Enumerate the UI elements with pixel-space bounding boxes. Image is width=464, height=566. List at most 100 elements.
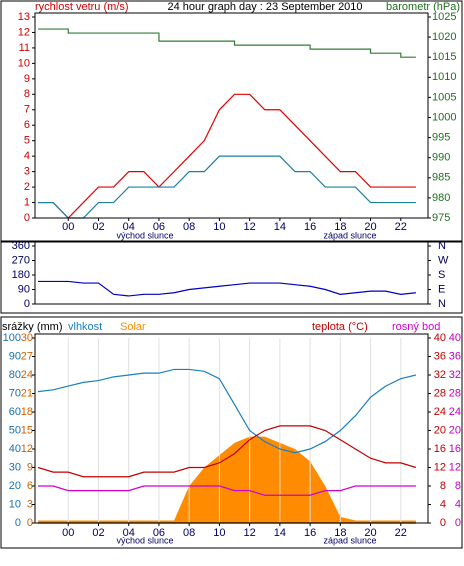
y2-tick-label: 20 xyxy=(434,424,446,436)
legend-entry: srážky (mm) xyxy=(2,321,63,333)
x-tick-label: 22 xyxy=(395,527,407,539)
y2-tick-label: N xyxy=(438,298,446,310)
y2-tick-label: 1025 xyxy=(432,11,456,23)
series-line xyxy=(38,93,416,219)
y-tick-label: 9 xyxy=(24,73,30,85)
panel-frame xyxy=(0,0,463,243)
y2-tick-label: 995 xyxy=(432,132,450,144)
y3-tick-label: 27 xyxy=(21,350,33,362)
x-tick-label: 04 xyxy=(123,221,135,233)
y2-tick-label: N xyxy=(438,240,446,252)
plot-frame xyxy=(34,333,429,524)
y4-tick-label: 28 xyxy=(449,387,461,399)
y-tick-label: 8 xyxy=(24,88,30,100)
y4-tick-label: 32 xyxy=(449,369,461,381)
panel-frame xyxy=(0,240,463,314)
y-tick-label: 360 xyxy=(12,240,30,252)
y2-tick-label: 4 xyxy=(440,498,446,510)
y2-tick-label: S xyxy=(438,269,445,281)
y2-tick-label: 36 xyxy=(434,350,446,362)
x-tick-label: 12 xyxy=(244,527,256,539)
y-tick-label: 5 xyxy=(24,135,30,147)
x-tick-label: 20 xyxy=(364,527,376,539)
x-tick-label: 22 xyxy=(395,221,407,233)
y3-tick-label: 12 xyxy=(21,443,33,455)
series-area xyxy=(38,436,416,523)
y3-tick-label: 24 xyxy=(21,369,33,381)
y2-tick-label: 1020 xyxy=(432,31,456,43)
x-tick-label: 06 xyxy=(153,527,165,539)
y3-tick-label: 3 xyxy=(27,498,33,510)
y-tick-label: 0 xyxy=(15,517,21,529)
y4-tick-label: 8 xyxy=(455,480,461,492)
x-tick-label: 08 xyxy=(183,527,195,539)
x-tick-label: 02 xyxy=(92,527,104,539)
legend-entry: Solar xyxy=(120,321,146,333)
x-tick-label: 10 xyxy=(213,221,225,233)
y4-tick-label: 12 xyxy=(449,461,461,473)
y2-tick-label: 0 xyxy=(440,517,446,529)
sun-annotation: východ slunce xyxy=(116,535,173,545)
y2-tick-label: 985 xyxy=(432,172,450,184)
y4-tick-label: 16 xyxy=(449,443,461,455)
x-tick-label: 08 xyxy=(183,221,195,233)
plot-frame xyxy=(34,241,429,305)
y2-tick-label: 28 xyxy=(434,387,446,399)
y2-tick-label: W xyxy=(438,254,449,266)
y4-tick-label: 20 xyxy=(449,424,461,436)
x-tick-label: 00 xyxy=(62,527,74,539)
y-tick-label: 2 xyxy=(24,181,30,193)
y2-tick-label: 990 xyxy=(432,152,450,164)
y2-tick-label: 1005 xyxy=(432,91,456,103)
chart-title: 24 hour graph day : 23 September 2010 xyxy=(167,1,362,13)
y-tick-label: 13 xyxy=(18,11,30,23)
y3-tick-label: 6 xyxy=(27,480,33,492)
x-tick-label: 04 xyxy=(123,527,135,539)
x-tick-label: 06 xyxy=(153,221,165,233)
y2-tick-label: 1010 xyxy=(432,71,456,83)
y-tick-label: 90 xyxy=(18,283,30,295)
y3-tick-label: 30 xyxy=(21,332,33,344)
y-tick-label: 7 xyxy=(24,104,30,116)
y-tick-label: 100 xyxy=(3,332,21,344)
series-line xyxy=(38,280,416,297)
y3-tick-label: 18 xyxy=(21,406,33,418)
y-tick-label: 60 xyxy=(9,406,21,418)
plot-frame xyxy=(34,12,429,219)
panel-frame xyxy=(0,316,463,549)
y2-axis-label: barometr (hPa) xyxy=(386,1,460,13)
y-tick-label: 70 xyxy=(9,387,21,399)
y4-tick-label: 4 xyxy=(455,498,461,510)
series-line xyxy=(38,28,416,58)
y-tick-label: 10 xyxy=(18,57,30,69)
y2-tick-label: 1000 xyxy=(432,111,456,123)
x-tick-label: 20 xyxy=(364,221,376,233)
y3-tick-label: 9 xyxy=(27,461,33,473)
y-tick-label: 50 xyxy=(9,424,21,436)
series-line xyxy=(38,155,416,219)
x-tick-label: 02 xyxy=(92,221,104,233)
y-tick-label: 3 xyxy=(24,166,30,178)
y-tick-label: 180 xyxy=(12,269,30,281)
series-line xyxy=(37,425,417,478)
y2-tick-label: 1015 xyxy=(432,51,456,63)
y-tick-label: 6 xyxy=(24,119,30,131)
x-tick-label: 00 xyxy=(62,221,74,233)
sun-annotation: západ slunce xyxy=(323,535,376,545)
legend-entry: vlhkost xyxy=(68,321,102,333)
y-tick-label: 4 xyxy=(24,150,30,162)
y4-tick-label: 40 xyxy=(449,332,461,344)
y4-tick-label: 36 xyxy=(449,350,461,362)
y2-tick-label: 12 xyxy=(434,461,446,473)
y4-tick-label: 24 xyxy=(449,406,461,418)
y2-tick-label: 24 xyxy=(434,406,446,418)
x-tick-label: 18 xyxy=(334,221,346,233)
y2-tick-label: 32 xyxy=(434,369,446,381)
sun-annotation: východ slunce xyxy=(116,230,173,240)
x-tick-label: 16 xyxy=(304,527,316,539)
y-tick-label: 270 xyxy=(12,254,30,266)
y3-tick-label: 15 xyxy=(21,424,33,436)
y-axis-label: rychlost vetru (m/s) xyxy=(35,1,129,13)
y-tick-label: 0 xyxy=(24,212,30,224)
